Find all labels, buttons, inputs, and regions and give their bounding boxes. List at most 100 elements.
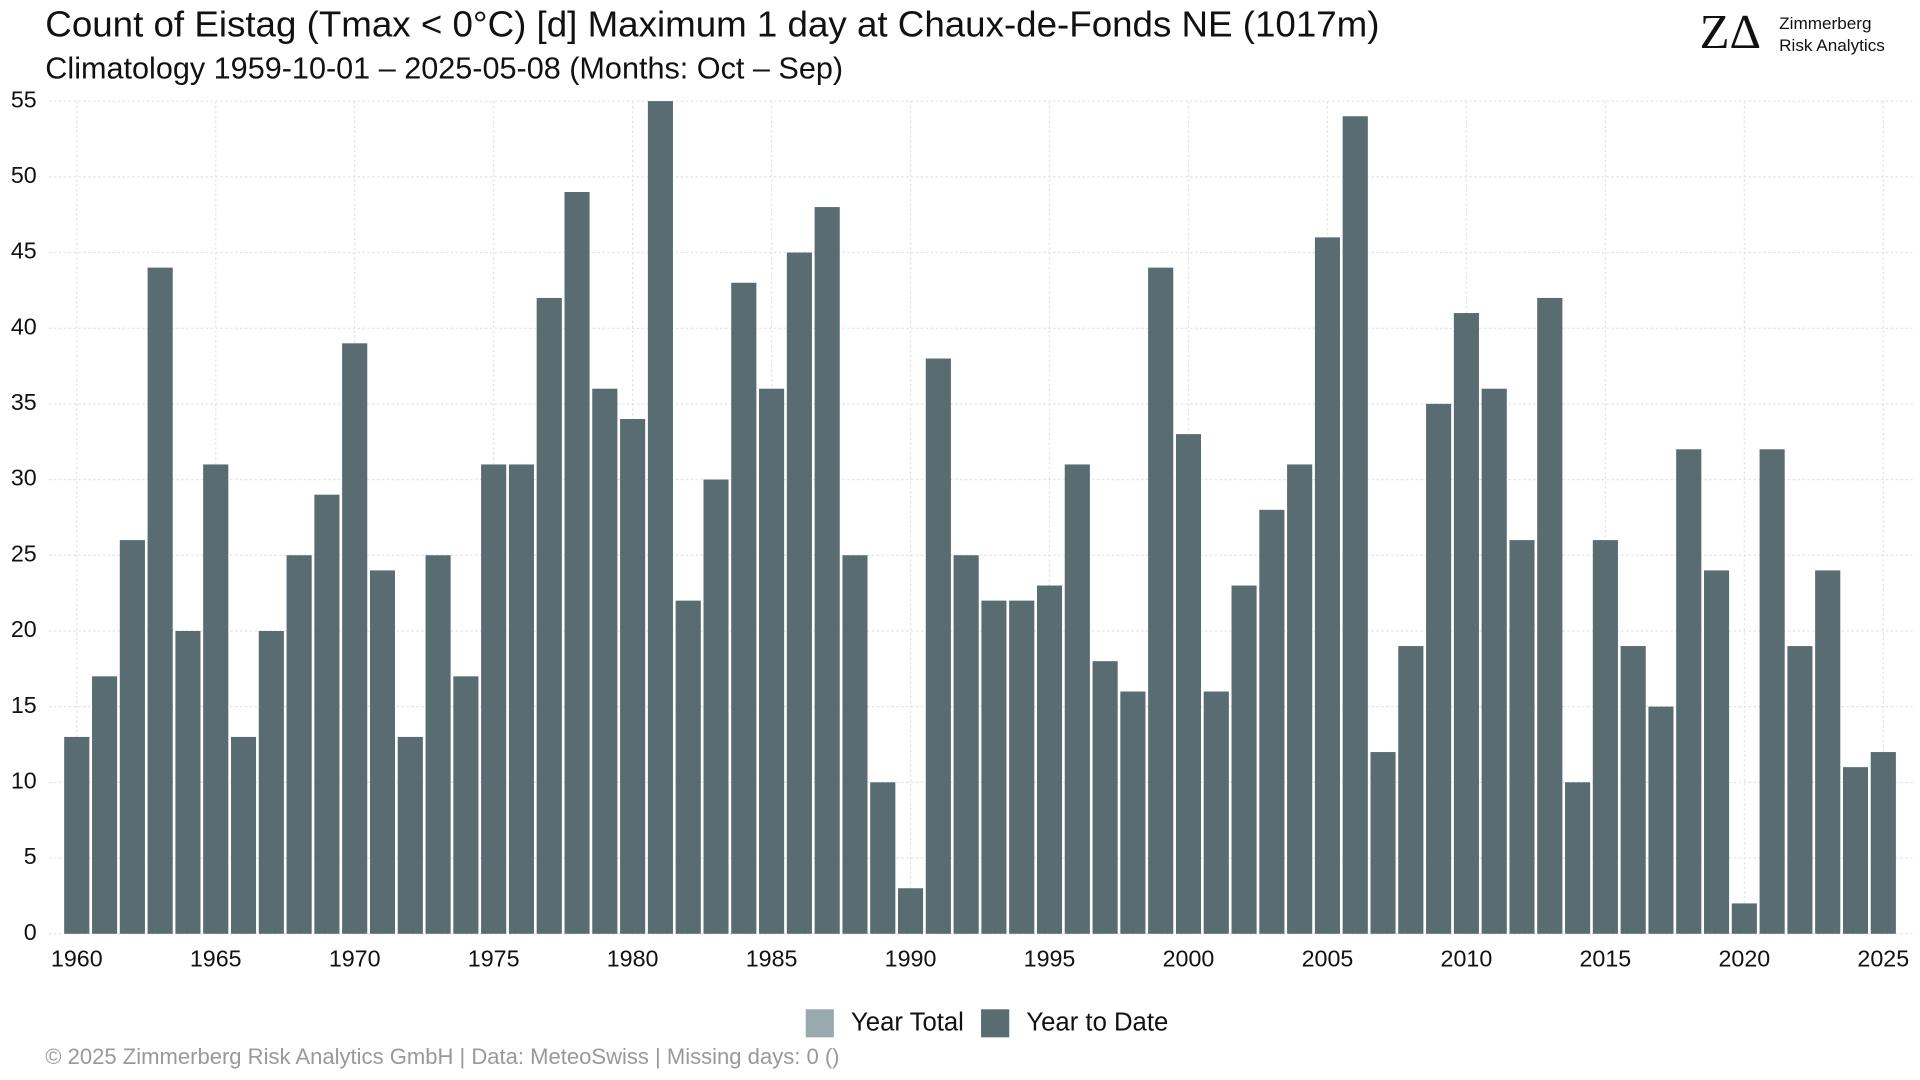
bar: [231, 736, 257, 934]
bar: [481, 464, 507, 934]
bar: [1287, 464, 1313, 934]
bar: [1064, 464, 1090, 934]
x-tick-label: 1990: [885, 946, 937, 972]
bar: [1009, 600, 1035, 934]
bar: [1565, 782, 1591, 934]
bar: [898, 888, 924, 934]
bar: [1398, 646, 1424, 934]
y-tick-label: 0: [24, 919, 37, 945]
y-tick-label: 15: [11, 692, 37, 718]
bar: [1787, 646, 1813, 934]
logo-mark: ZΔ: [1700, 4, 1761, 59]
x-tick-label: 1960: [51, 946, 103, 972]
bar: [1620, 646, 1646, 934]
bar: [508, 464, 534, 934]
y-tick-label: 10: [11, 768, 37, 794]
bar: [175, 630, 201, 934]
y-tick-label: 25: [11, 540, 37, 566]
footer: © 2025 Zimmerberg Risk Analytics GmbH | …: [45, 1044, 839, 1069]
bar: [1537, 297, 1563, 934]
bar: [64, 736, 90, 934]
bar: [592, 388, 618, 934]
bar: [1676, 449, 1702, 934]
legend-swatch: [805, 1009, 834, 1038]
bar: [1648, 706, 1674, 934]
bar: [925, 358, 951, 934]
bar: [453, 676, 479, 934]
bar: [1759, 449, 1785, 934]
bar: [1037, 585, 1063, 934]
bar: [286, 555, 312, 934]
x-tick-label: 2000: [1163, 946, 1215, 972]
logo-line1: Zimmerberg: [1779, 14, 1871, 33]
bar: [1314, 237, 1340, 934]
y-tick-label: 5: [24, 843, 37, 869]
bar: [1203, 691, 1229, 934]
bar: [536, 297, 562, 934]
x-tick-label: 2010: [1441, 946, 1493, 972]
bar: [1148, 267, 1174, 934]
y-tick-label: 50: [11, 162, 37, 188]
bar: [1843, 767, 1869, 934]
legend-swatch: [981, 1009, 1010, 1038]
bar: [1175, 434, 1201, 934]
bar: [1481, 388, 1507, 934]
legend-label: Year to Date: [1026, 1009, 1168, 1037]
bar: [1259, 509, 1285, 934]
x-tick-label: 1965: [190, 946, 242, 972]
bar: [1731, 903, 1757, 934]
bar: [92, 676, 118, 934]
x-tick-label: 1980: [607, 946, 659, 972]
bar: [647, 101, 673, 934]
bar: [1092, 661, 1118, 934]
x-tick-label: 2005: [1302, 946, 1354, 972]
bar: [342, 343, 368, 934]
bar: [397, 736, 423, 934]
y-tick-label: 20: [11, 616, 37, 642]
bar: [842, 555, 868, 934]
bar: [1870, 752, 1896, 934]
bar: [1592, 540, 1618, 934]
y-tick-label: 55: [11, 86, 37, 112]
bar: [119, 540, 145, 934]
y-tick-label: 40: [11, 313, 37, 339]
x-tick-label: 2015: [1580, 946, 1632, 972]
bar: [1231, 585, 1257, 934]
bar: [425, 555, 451, 934]
bar: [870, 782, 896, 934]
y-tick-label: 45: [11, 238, 37, 264]
y-tick-label: 35: [11, 389, 37, 415]
chart-subtitle: Climatology 1959-10-01 – 2025-05-08 (Mon…: [45, 52, 843, 86]
bar: [786, 252, 812, 934]
bar: [369, 570, 396, 934]
bar: [1370, 752, 1396, 934]
bar: [314, 494, 340, 934]
bar: [1120, 691, 1146, 934]
bar: [147, 267, 173, 934]
x-tick-label: 2020: [1718, 946, 1770, 972]
bar: [258, 630, 284, 934]
bar: [1342, 116, 1368, 934]
bar: [981, 600, 1007, 934]
bar: [814, 207, 840, 934]
chart-title: Count of Eistag (Tmax < 0°C) [d] Maximum…: [45, 4, 1379, 45]
bar: [731, 282, 757, 934]
x-tick-label: 1995: [1024, 946, 1076, 972]
bar: [953, 555, 979, 934]
bar: [675, 600, 701, 934]
bar: [1509, 540, 1535, 934]
bar: [1426, 403, 1452, 934]
bar: [203, 464, 229, 934]
bar: [620, 419, 646, 934]
bar: [564, 191, 590, 934]
bar: [1815, 570, 1841, 934]
y-tick-label: 30: [11, 465, 37, 491]
x-tick-label: 1985: [746, 946, 798, 972]
bar: [759, 388, 785, 934]
legend-label: Year Total: [851, 1009, 964, 1037]
x-tick-label: 1975: [468, 946, 520, 972]
bar: [703, 479, 729, 934]
x-tick-label: 2025: [1857, 946, 1909, 972]
bar: [1704, 570, 1730, 934]
